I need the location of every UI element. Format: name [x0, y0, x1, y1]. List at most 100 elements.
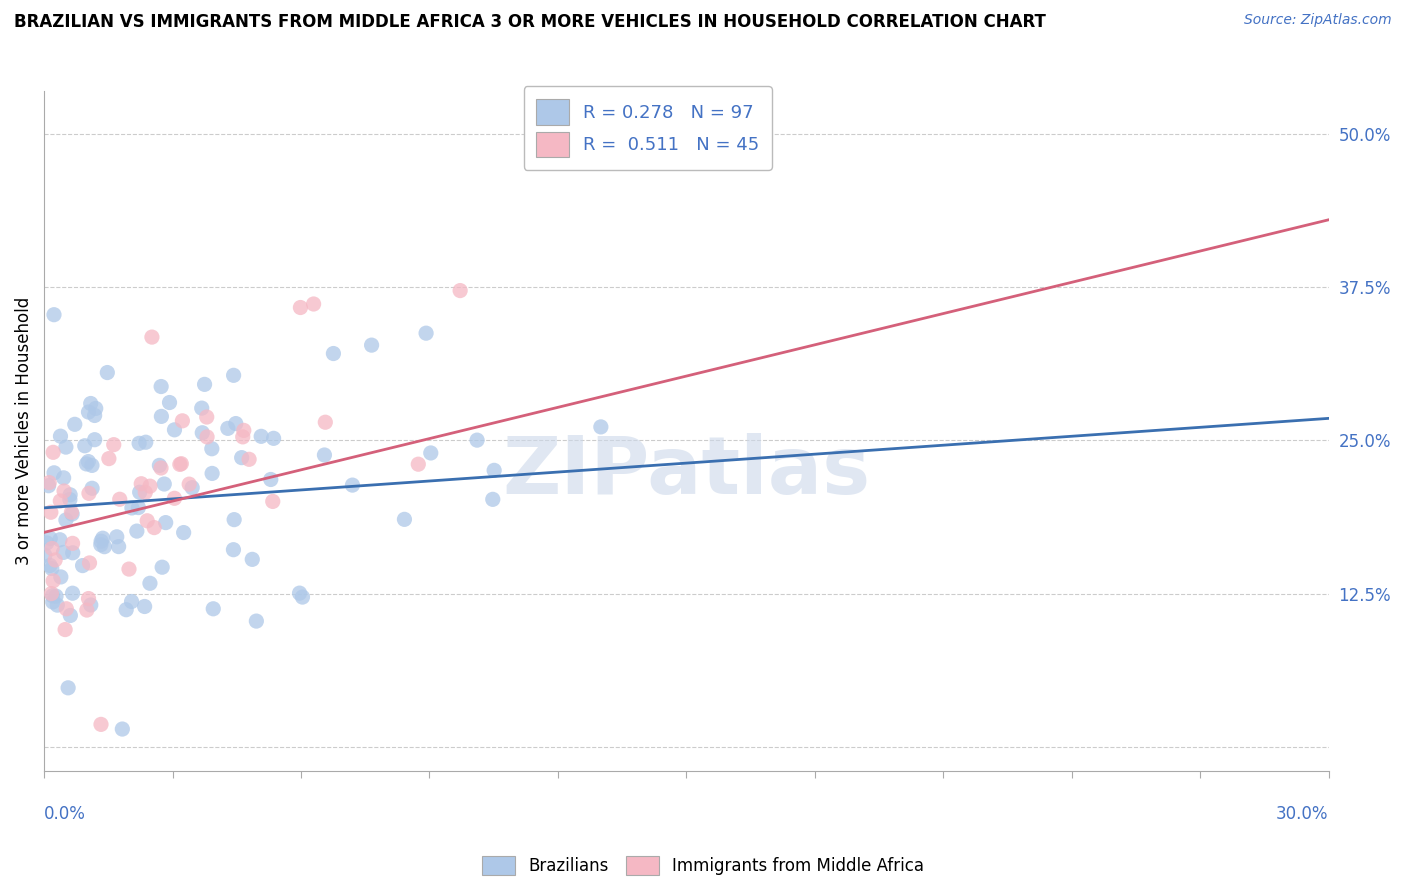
Point — [127, 500, 149, 515]
Y-axis label: 3 or more Vehicles in Household: 3 or more Vehicles in Household — [15, 297, 32, 566]
Point — [59, 608, 82, 623]
Point — [191, 425, 214, 440]
Text: 0.0%: 0.0% — [44, 805, 86, 823]
Point — [240, 552, 263, 566]
Point — [42, 466, 65, 480]
Point — [73, 439, 96, 453]
Point — [96, 366, 118, 380]
Point — [91, 531, 114, 545]
Point — [49, 570, 72, 584]
Text: 30.0%: 30.0% — [1277, 805, 1329, 823]
Point — [53, 483, 76, 498]
Point — [314, 448, 336, 462]
Point — [135, 435, 157, 450]
Point — [394, 512, 416, 526]
Point — [179, 477, 201, 491]
Point — [224, 513, 246, 527]
Point — [39, 558, 62, 573]
Point — [77, 454, 100, 468]
Point — [139, 576, 162, 591]
Point — [62, 546, 84, 560]
Point — [39, 505, 62, 519]
Point — [38, 475, 60, 490]
Legend: R = 0.278   N = 97, R =  0.511   N = 45: R = 0.278 N = 97, R = 0.511 N = 45 — [523, 87, 772, 170]
Point — [111, 722, 134, 736]
Point — [181, 481, 204, 495]
Point — [136, 514, 159, 528]
Point — [449, 284, 471, 298]
Point — [129, 476, 152, 491]
Point — [342, 478, 364, 492]
Point — [77, 405, 100, 419]
Point — [118, 562, 141, 576]
Point — [415, 326, 437, 341]
Point — [55, 440, 77, 454]
Point — [83, 409, 105, 423]
Point — [60, 505, 83, 519]
Point — [115, 603, 138, 617]
Point — [60, 507, 83, 521]
Point — [55, 513, 77, 527]
Point — [39, 532, 62, 546]
Point — [77, 591, 100, 606]
Point — [34, 548, 56, 562]
Point — [38, 478, 60, 492]
Point — [222, 542, 245, 557]
Point — [150, 461, 173, 475]
Point — [62, 536, 84, 550]
Point — [201, 442, 224, 456]
Point — [125, 524, 148, 538]
Point — [159, 395, 181, 409]
Point — [172, 414, 194, 428]
Point — [419, 446, 441, 460]
Point — [41, 561, 63, 575]
Point — [80, 396, 103, 410]
Point — [93, 540, 115, 554]
Point — [45, 589, 67, 603]
Point — [155, 516, 177, 530]
Point — [59, 488, 82, 502]
Point — [195, 430, 218, 444]
Point — [90, 534, 112, 549]
Point — [232, 423, 254, 437]
Point — [97, 451, 120, 466]
Point — [103, 437, 125, 451]
Point — [465, 433, 488, 447]
Point — [42, 308, 65, 322]
Point — [193, 377, 215, 392]
Point — [250, 429, 273, 443]
Point — [263, 431, 285, 445]
Point — [245, 614, 267, 628]
Legend: Brazilians, Immigrants from Middle Africa: Brazilians, Immigrants from Middle Afric… — [474, 847, 932, 884]
Point — [195, 410, 218, 425]
Point — [105, 530, 128, 544]
Point — [44, 553, 66, 567]
Point — [143, 520, 166, 534]
Point — [41, 589, 63, 603]
Point — [153, 477, 176, 491]
Point — [59, 492, 82, 507]
Point — [53, 623, 76, 637]
Point — [314, 415, 336, 429]
Text: ZIPatlas: ZIPatlas — [502, 433, 870, 511]
Point — [42, 445, 65, 459]
Point — [225, 417, 247, 431]
Point — [128, 485, 150, 500]
Point — [139, 479, 162, 493]
Point — [52, 545, 75, 559]
Point — [72, 558, 94, 573]
Point — [55, 601, 77, 615]
Point — [121, 500, 143, 515]
Point — [148, 458, 170, 473]
Point — [163, 491, 186, 506]
Point — [41, 541, 63, 556]
Point — [141, 330, 163, 344]
Point — [232, 430, 254, 444]
Point — [238, 452, 260, 467]
Point — [79, 556, 101, 570]
Point — [150, 409, 173, 424]
Point — [35, 536, 58, 550]
Point — [290, 301, 312, 315]
Point — [49, 494, 72, 508]
Point — [302, 297, 325, 311]
